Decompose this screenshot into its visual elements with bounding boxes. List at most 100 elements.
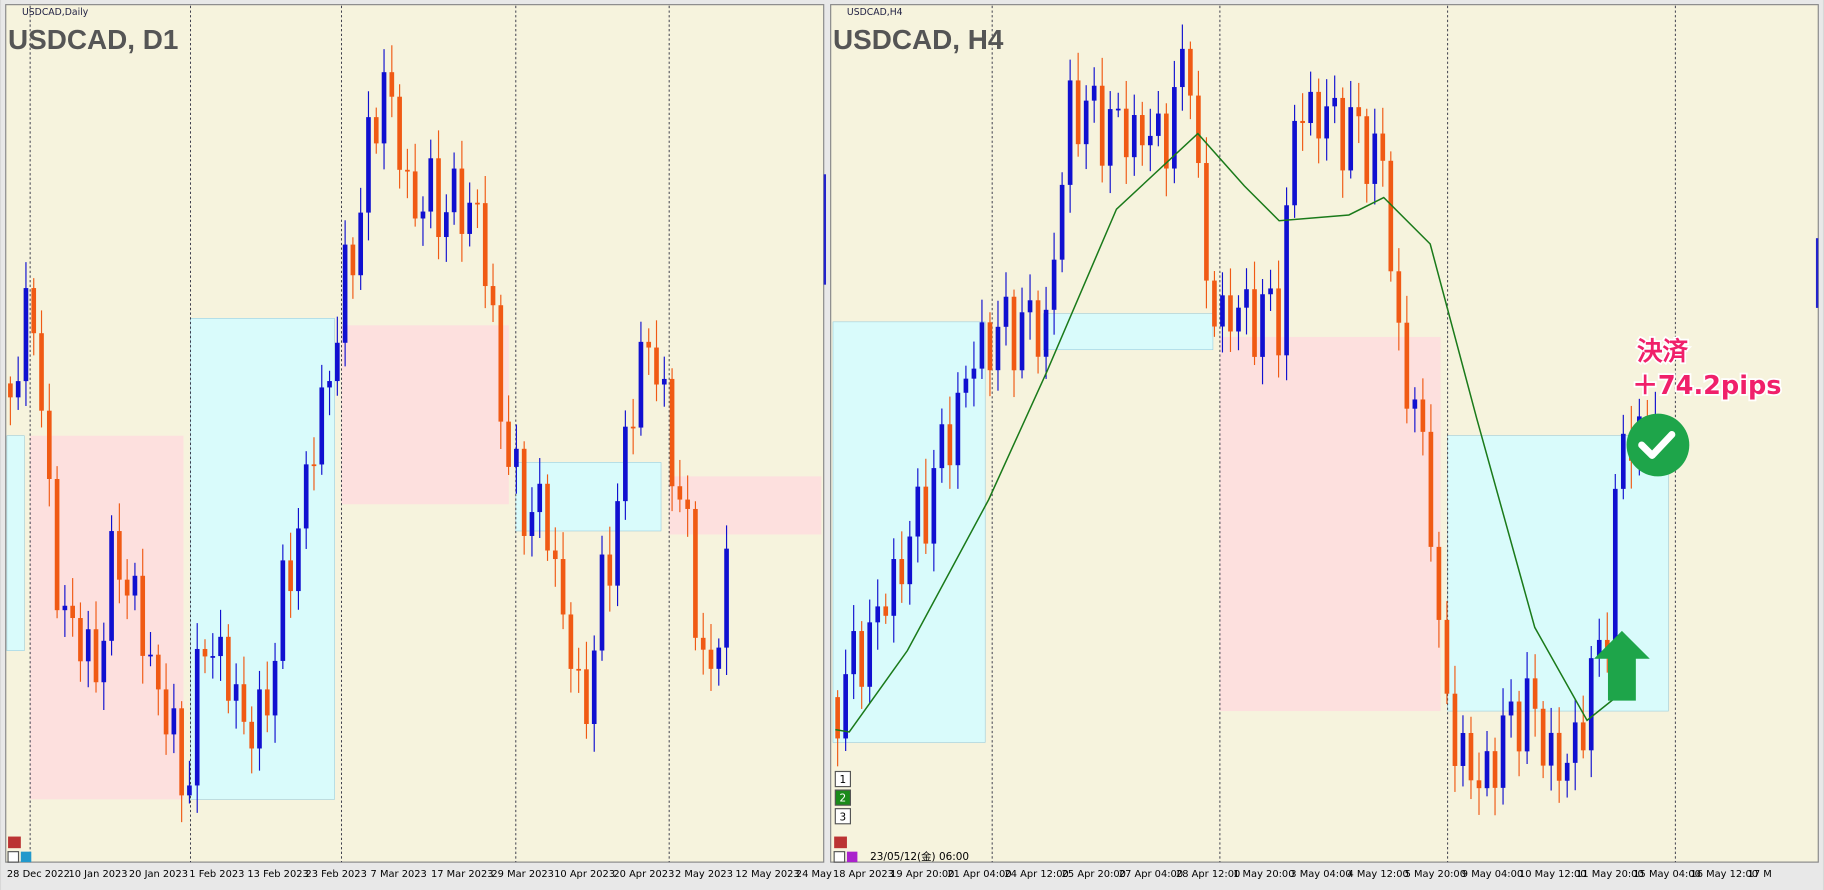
chart-title: USDCAD, D1 (8, 24, 178, 55)
candle-body (155, 654, 161, 690)
x-tick-label: 4 May 12:00 (1347, 869, 1408, 880)
candle-body (436, 158, 441, 238)
timestamp: 23/05/12(金) 06:00 (870, 850, 969, 863)
candle-body (1588, 658, 1594, 751)
candle-body (576, 668, 581, 671)
candle-body (1212, 280, 1217, 327)
candle-body (1484, 751, 1490, 789)
candle-body (915, 486, 921, 537)
candle-body (443, 212, 449, 238)
candle-body (521, 448, 527, 536)
candle-body (420, 211, 426, 219)
candle-body (1572, 722, 1578, 763)
button[interactable] (8, 836, 21, 849)
candle-body (1460, 733, 1466, 766)
candle-body (971, 368, 977, 379)
x-tick-label: 28 Dec 2022 (7, 869, 70, 880)
button[interactable] (834, 770, 852, 788)
x-tick-label: 19 Apr 20:00 (890, 869, 954, 880)
candle-body (15, 381, 21, 398)
candle-body (1228, 295, 1233, 332)
zone (1219, 336, 1441, 712)
candle-body (264, 689, 270, 716)
candle-body (1492, 751, 1498, 788)
candle-body (179, 708, 184, 796)
button[interactable] (834, 789, 852, 806)
candle-body (1196, 95, 1201, 164)
candle-body (1115, 108, 1121, 111)
candle-body (1372, 133, 1378, 184)
candle-body (288, 560, 293, 592)
candle-body (1404, 322, 1410, 409)
button[interactable] (846, 851, 858, 863)
x-tick-label: 1 May 20:00 (1233, 869, 1294, 880)
candle-body (342, 244, 348, 343)
candle-body (560, 559, 566, 615)
button[interactable] (833, 851, 846, 863)
candle-body (529, 512, 535, 536)
x-tick-label: 17 Mar 2023 (431, 869, 494, 880)
moving-average (835, 132, 1617, 733)
candle-body (1284, 205, 1289, 356)
candle-body (451, 168, 457, 213)
candle-body (389, 72, 395, 97)
candle-body (607, 554, 613, 586)
candle-body (194, 648, 200, 786)
candle-body (210, 656, 216, 658)
candle-body (1236, 307, 1241, 332)
candle-body (62, 605, 68, 611)
up-arrow (1594, 630, 1650, 701)
candle-body (358, 212, 364, 276)
candle-body (545, 483, 550, 551)
candle-body (1099, 85, 1105, 166)
candle-body (1035, 300, 1041, 357)
candle-body (693, 508, 698, 638)
annotation: ＋74.2pips (1632, 371, 1781, 401)
candle-body (987, 322, 993, 371)
button[interactable] (834, 836, 847, 849)
candle-body (843, 674, 848, 739)
candle-body (568, 614, 574, 669)
button[interactable] (7, 851, 20, 863)
candle-body (646, 341, 652, 348)
x-tick-label: 20 Jan 2023 (129, 869, 188, 880)
x-tick-label: 13 Feb 2023 (247, 869, 308, 880)
candle-body (947, 424, 953, 466)
candle-body (85, 629, 91, 662)
zone (341, 325, 509, 505)
x-tick-label: 18 Apr 2023 (833, 869, 894, 880)
button-label: 3 (840, 811, 847, 823)
candle-body (708, 649, 714, 669)
candle-body (39, 333, 44, 411)
button-label: 2 (840, 793, 847, 805)
candle-body (1412, 399, 1418, 409)
candle-body (899, 559, 905, 585)
candle-body (851, 631, 856, 675)
candle-body (327, 381, 332, 388)
candle-body (537, 483, 543, 513)
candle-body (700, 637, 706, 650)
candle-body (23, 288, 29, 382)
candle-body (467, 202, 472, 234)
candle-body (459, 168, 465, 234)
x-tick-label: 9 May 04:00 (1462, 869, 1523, 880)
candle-body (366, 117, 371, 213)
candle-body (1059, 184, 1065, 260)
button[interactable] (834, 808, 852, 825)
candle-body (117, 531, 122, 580)
candle-body (311, 464, 317, 467)
button[interactable] (20, 851, 32, 863)
candle-body (1444, 619, 1450, 694)
candle-body (163, 689, 169, 735)
candle-body (233, 684, 239, 701)
candle-body (907, 536, 913, 585)
candle-body (241, 684, 247, 722)
candle-body (867, 622, 873, 687)
candle-body (280, 560, 286, 661)
candle-body (1516, 701, 1522, 752)
candle-body (1075, 80, 1081, 145)
candle-body (835, 697, 840, 739)
symbol-label: USDCAD,H4 (847, 7, 903, 18)
candle-body (669, 378, 675, 487)
